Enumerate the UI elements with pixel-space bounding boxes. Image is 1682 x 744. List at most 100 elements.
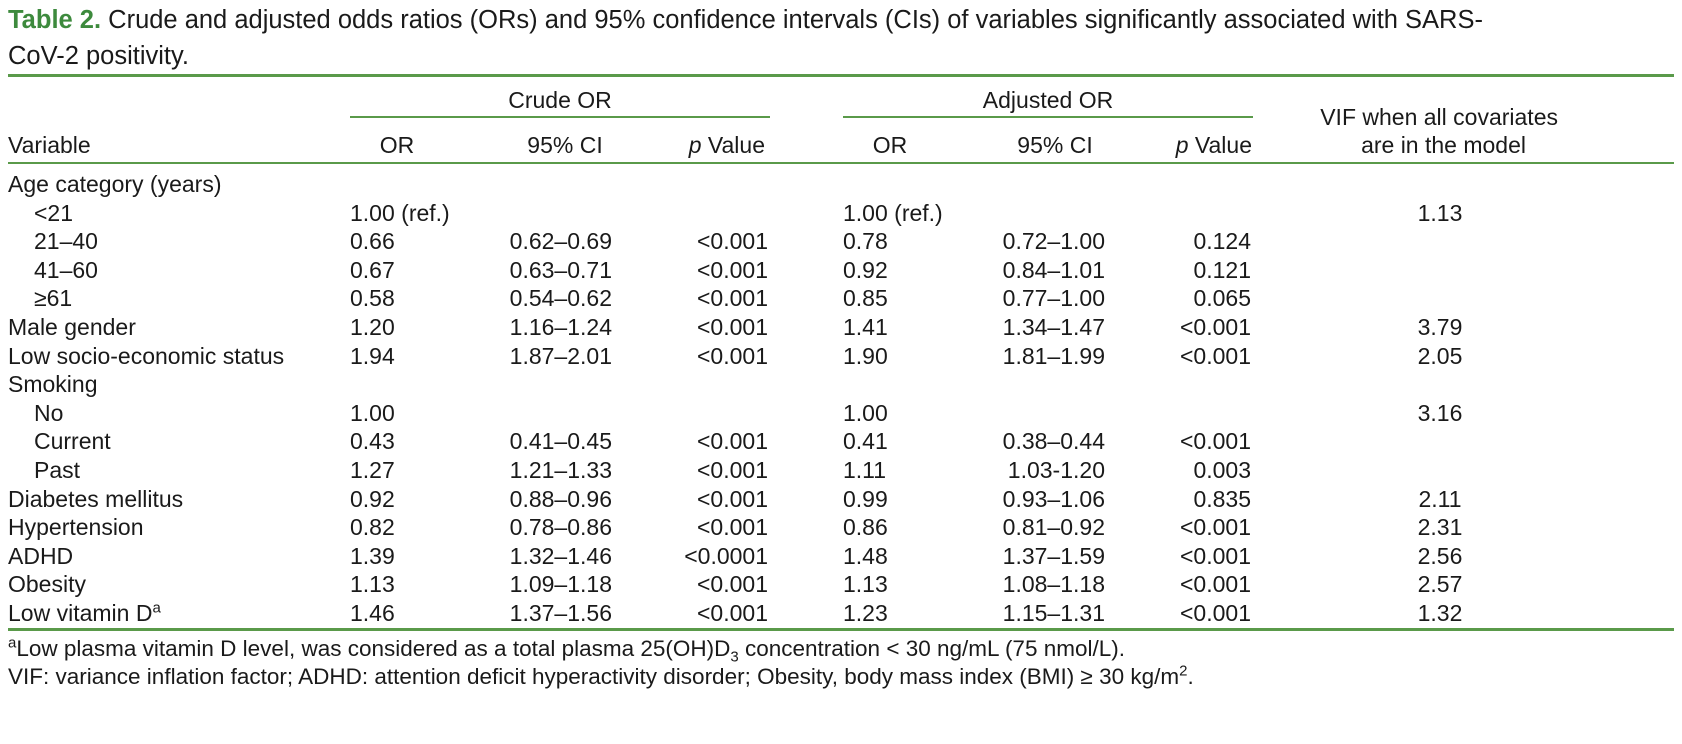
table-caption: Table 2. Crude and adjusted odds ratios … — [8, 2, 1674, 74]
cell-crude-or: 0.82 — [350, 514, 395, 541]
cell-adjusted-or: 0.41 — [843, 428, 888, 455]
cell-crude-p-value: <0.001 — [697, 256, 768, 283]
cell-crude-ci: 0.63–0.71 — [509, 256, 612, 283]
cell-crude-ci: 0.62–0.69 — [509, 228, 612, 255]
row-variable-label: ADHD — [8, 542, 74, 569]
header-adjusted-group: Adjusted OR — [982, 87, 1114, 113]
cell-adjusted-or: 0.92 — [843, 256, 888, 283]
cell-crude-ci: 0.88–0.96 — [509, 485, 612, 512]
footnote-abbreviations: VIF: variance inflation factor; ADHD: at… — [8, 662, 1194, 690]
bottom-rule — [8, 628, 1674, 631]
cell-adjusted-p-value: 0.003 — [1193, 457, 1251, 483]
header-crude-p: p Value — [688, 132, 765, 158]
cell-adjusted-p-value: 0.835 — [1193, 485, 1251, 512]
cell-crude-or: 1.27 — [350, 457, 395, 483]
caption-text-line2: CoV-2 positivity. — [8, 42, 189, 70]
cell-adjusted-p-value: 0.124 — [1193, 228, 1251, 255]
cell-crude-or: 1.20 — [350, 314, 395, 340]
cell-adjusted-ci: 1.81–1.99 — [1002, 342, 1105, 369]
row-variable-label: Hypertension — [8, 514, 144, 541]
cell-adjusted-or: 1.00 — [843, 399, 888, 426]
cell-adjusted-or: 1.00 (ref.) — [843, 199, 943, 226]
cell-crude-or: 1.46 — [350, 600, 395, 626]
cell-adjusted-p-value: <0.001 — [1180, 571, 1251, 598]
row-variable-label: ≥61 — [34, 285, 73, 312]
cell-adjusted-or: 1.23 — [843, 600, 888, 626]
cell-crude-or: 1.00 — [350, 399, 395, 426]
cell-vif: 2.56 — [1417, 542, 1463, 569]
cell-adjusted-p-value: <0.001 — [1180, 600, 1251, 626]
header-vif-line1: VIF when all covariates — [1320, 104, 1558, 130]
header-crude-group: Crude OR — [508, 87, 612, 113]
cell-adjusted-or: 0.99 — [843, 485, 888, 512]
cell-crude-or: 0.66 — [350, 228, 395, 255]
cell-crude-p-value: <0.001 — [697, 485, 768, 512]
row-variable-label: Diabetes mellitus — [8, 485, 184, 512]
cell-vif: 3.79 — [1417, 314, 1463, 340]
header-adjusted-or: OR — [872, 132, 908, 158]
cell-vif: 1.32 — [1417, 600, 1463, 626]
row-variable-label: <21 — [34, 199, 74, 226]
row-variable-label: Obesity — [8, 571, 86, 598]
cell-vif: 2.31 — [1417, 514, 1463, 541]
cell-adjusted-or: 0.86 — [843, 514, 888, 541]
cell-crude-or: 0.92 — [350, 485, 395, 512]
header-crude-ci: 95% CI — [527, 132, 603, 158]
cell-adjusted-or: 1.41 — [843, 314, 888, 340]
cell-adjusted-p-value: 0.121 — [1193, 256, 1251, 283]
cell-adjusted-ci: 0.84–1.01 — [1002, 256, 1105, 283]
cell-adjusted-ci: 0.77–1.00 — [1002, 285, 1105, 312]
cell-crude-ci: 0.54–0.62 — [509, 285, 612, 312]
cell-adjusted-ci: 1.08–1.18 — [1002, 571, 1105, 598]
row-variable-label: Low vitamin Da — [8, 599, 161, 626]
cell-crude-p-value: <0.001 — [697, 228, 768, 255]
row-variable-label: Past — [34, 457, 81, 483]
crude-group-rule — [350, 116, 770, 118]
cell-crude-p-value: <0.0001 — [684, 542, 768, 569]
cell-adjusted-or: 0.78 — [843, 228, 888, 255]
caption-text-line1: Crude and adjusted odds ratios (ORs) and… — [108, 6, 1483, 34]
cell-adjusted-ci: 0.81–0.92 — [1002, 514, 1105, 541]
cell-adjusted-p-value: 0.065 — [1193, 285, 1251, 312]
cell-crude-or: 1.39 — [350, 542, 395, 569]
caption-label: Table 2. — [8, 6, 102, 34]
cell-crude-p-value: <0.001 — [697, 342, 768, 369]
row-variable-label: Male gender — [8, 314, 136, 340]
cell-adjusted-or: 1.90 — [843, 342, 888, 369]
cell-adjusted-ci: 1.03-1.20 — [1007, 457, 1105, 483]
header-adjusted-ci: 95% CI — [1017, 132, 1093, 158]
header-adjusted-p: p Value — [1175, 132, 1252, 158]
cell-adjusted-p-value: <0.001 — [1180, 428, 1251, 455]
cell-crude-p-value: <0.001 — [697, 571, 768, 598]
cell-adjusted-p-value: <0.001 — [1180, 514, 1251, 541]
row-variable-label: Age category (years) — [8, 171, 222, 197]
cell-adjusted-ci: 1.37–1.59 — [1002, 542, 1105, 569]
cell-crude-ci: 1.09–1.18 — [509, 571, 612, 598]
cell-crude-ci: 0.41–0.45 — [509, 428, 612, 455]
row-variable-label: 41–60 — [34, 256, 98, 283]
cell-crude-ci: 1.32–1.46 — [509, 542, 612, 569]
cell-vif: 2.05 — [1417, 342, 1463, 369]
cell-crude-p-value: <0.001 — [697, 600, 768, 626]
cell-adjusted-ci: 0.93–1.06 — [1002, 485, 1105, 512]
cell-crude-p-value: <0.001 — [697, 457, 768, 483]
row-variable-label: Smoking — [8, 371, 98, 398]
cell-adjusted-or: 1.11 — [843, 457, 887, 483]
cell-adjusted-ci: 1.34–1.47 — [1002, 314, 1105, 340]
cell-vif: 1.13 — [1417, 199, 1463, 226]
cell-adjusted-ci: 0.72–1.00 — [1002, 228, 1105, 255]
header-variable: Variable — [8, 132, 91, 158]
cell-adjusted-or: 1.13 — [843, 571, 888, 598]
cell-vif: 2.57 — [1417, 571, 1463, 598]
adjusted-group-rule — [843, 116, 1253, 118]
footnote-a: aLow plasma vitamin D level, was conside… — [8, 634, 1125, 666]
header-vif-line2: are in the model — [1361, 132, 1526, 158]
cell-adjusted-or: 0.85 — [843, 285, 888, 312]
cell-crude-or: 1.00 (ref.) — [350, 199, 450, 226]
cell-crude-p-value: <0.001 — [697, 428, 768, 455]
cell-crude-or: 0.67 — [350, 256, 395, 283]
cell-adjusted-or: 1.48 — [843, 542, 888, 569]
cell-crude-or: 1.94 — [350, 342, 395, 369]
cell-vif: 3.16 — [1417, 399, 1463, 426]
